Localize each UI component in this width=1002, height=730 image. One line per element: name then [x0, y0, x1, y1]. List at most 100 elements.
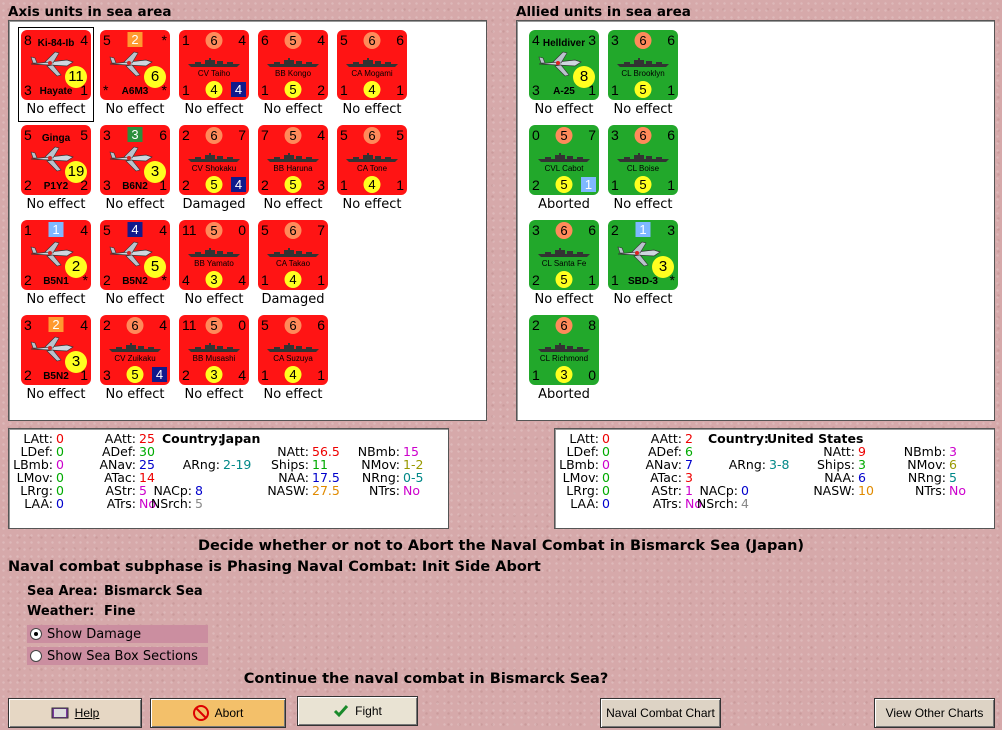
allied-unit-counter-3[interactable]: 3 6 1 6 5 1 CL Boise [608, 125, 678, 195]
stat-label-NACp: NACp: [699, 483, 738, 498]
axis-unit-counter-16[interactable]: 11 0 2 5 3 4 BB Musashi [179, 315, 249, 385]
abort-button[interactable]: Abort [150, 698, 286, 728]
stat-value-ATrs: No [139, 496, 156, 511]
axis-unit-counter-11[interactable]: 5 4 2 4 * B5N2 5 [100, 220, 170, 290]
counter-value: 4 [127, 222, 143, 237]
radio-unselected-icon[interactable] [30, 650, 42, 662]
counter-value: 0 [238, 317, 246, 333]
counter-value: 7 [261, 127, 269, 143]
stat-label-NTrs: NTrs: [914, 483, 946, 498]
stat-label-ATrs: ATrs: [106, 496, 136, 511]
axis-unit-counter-8[interactable]: 7 4 2 5 5 3 BB Haruna [258, 125, 328, 195]
counter-value: 2 [24, 177, 32, 193]
axis-unit-counter-7[interactable]: 2 7 2 6 5 4 CV Shokaku [179, 125, 249, 195]
axis-unit-status-4: No effect [342, 102, 402, 117]
axis-unit-status-11: No effect [105, 292, 165, 307]
counter-value: 5 [80, 127, 88, 143]
stat-label-AStr: AStr: [651, 483, 682, 498]
counter-value: 5 [284, 176, 302, 193]
axis-unit-counter-4[interactable]: 5 6 1 6 4 1 CA Mogami [337, 30, 407, 100]
axis-unit-counter-3[interactable]: 6 4 1 5 5 2 BB Kongo [258, 30, 328, 100]
counter-value: 1 [340, 177, 348, 193]
country-label: Country: [708, 431, 769, 446]
counter-value: 3 [532, 82, 540, 98]
counter-value: 1 [611, 177, 619, 193]
stat-value-AAtt: 2 [685, 431, 693, 446]
radio-selected-icon[interactable] [30, 628, 42, 640]
counter-value: 5 [555, 127, 573, 144]
axis-unit-counter-14[interactable]: 3 4 2 2 1 B5N2 3 [21, 315, 91, 385]
counter-value: 1 [261, 367, 269, 383]
axis-unit-status-5: No effect [26, 197, 86, 212]
counter-value: 6 [634, 32, 652, 49]
counter-value: 4 [317, 127, 325, 143]
stat-value-Ships: 3 [858, 457, 866, 472]
counter-value: 6 [555, 222, 573, 239]
counter-value: 2 [317, 82, 325, 98]
view-other-charts-button[interactable]: View Other Charts [874, 698, 995, 728]
allied-unit-counter-0[interactable]: 4 3 3 1 Helldiver A-25 8 [529, 30, 599, 100]
counter-value: 4 [80, 32, 88, 48]
unit-name: CV Taiho [197, 69, 231, 78]
allied-unit-counter-4[interactable]: 3 6 2 6 5 1 CL Santa Fe [529, 220, 599, 290]
counter-value: 4 [205, 81, 223, 98]
unit-name-bottom: SBD-3 [627, 276, 658, 287]
help-button[interactable]: Help [8, 698, 142, 728]
stat-value-ATac: 3 [685, 470, 693, 485]
counter-value: 6 [205, 32, 223, 49]
counter-value: 1 [611, 82, 619, 98]
allied-unit-counter-6[interactable]: 2 8 1 6 3 0 CL Richmond [529, 315, 599, 385]
axis-unit-counter-12[interactable]: 11 0 4 5 3 4 BB Yamato [179, 220, 249, 290]
show-sea-box-radio[interactable]: Show Sea Box Sections [27, 647, 208, 665]
counter-value: 7 [588, 127, 596, 143]
counter-value: 1 [588, 272, 596, 288]
axis-unit-counter-13[interactable]: 5 7 1 6 4 1 CA Takao [258, 220, 328, 290]
axis-unit-counter-15[interactable]: 2 4 3 6 5 4 CV Zuikaku [100, 315, 170, 385]
axis-unit-counter-17[interactable]: 5 6 1 6 4 1 CA Suzuya [258, 315, 328, 385]
counter-value: 5 [634, 81, 652, 98]
stat-label-LAtt: LAtt: [569, 431, 599, 446]
counter-value: 6 [396, 32, 404, 48]
axis-unit-counter-6[interactable]: 3 6 3 3 1 B6N2 3 [100, 125, 170, 195]
stat-value-ADef: 30 [139, 444, 155, 459]
axis-unit-counter-2[interactable]: 1 4 1 6 4 4 CV Taiho [179, 30, 249, 100]
stat-label-NAA: NAA: [278, 470, 309, 485]
stat-label-NBmb: NBmb: [903, 444, 946, 459]
counter-value: 4 [363, 176, 381, 193]
counter-value: 3 [532, 222, 540, 238]
counter-value: 2 [611, 222, 619, 238]
allied-stats-panel: LAtt: 0 LDef: 0 LBmb: 0 LMov: 0 LRrg: 0 LAA: 0 AAtt:… [554, 428, 995, 529]
axis-unit-status-10: No effect [26, 292, 86, 307]
allied-unit-counter-2[interactable]: 0 7 2 5 5 1 CVL Cabot [529, 125, 599, 195]
counter-value: 6 [126, 317, 144, 334]
axis-unit-counter-1[interactable]: 5 * * 2 * A6M3 6 [100, 30, 170, 100]
ship-silhouette-icon [267, 248, 319, 257]
stat-value-NMov: 1-2 [403, 457, 424, 472]
axis-unit-counter-10[interactable]: 1 4 2 1 * B5N1 2 [21, 220, 91, 290]
counter-value: 3 [103, 177, 111, 193]
axis-unit-counter-9[interactable]: 5 5 1 6 4 1 CA Tone [337, 125, 407, 195]
unit-name: BB Kongo [274, 69, 312, 78]
counter-value: 5 [340, 32, 348, 48]
counter-value: 5 [555, 176, 573, 193]
show-damage-radio[interactable]: Show Damage [27, 625, 208, 643]
allied-unit-counter-5[interactable]: 2 3 1 1 * SBD-3 3 [608, 220, 678, 290]
ship-silhouette-icon [188, 58, 240, 67]
fight-button[interactable]: Fight [297, 696, 418, 726]
axis-unit-counter-0[interactable]: 8 4 3 1 Ki-84-Ib Hayate 11 [21, 30, 91, 100]
allied-unit-status-2: Aborted [538, 197, 590, 212]
stat-value-NBmb: 3 [949, 444, 957, 459]
axis-unit-counter-5[interactable]: 5 5 2 2 Ginga P1Y2 19 [21, 125, 91, 195]
stat-value-NACp: 8 [195, 483, 203, 498]
naval-combat-chart-button[interactable]: Naval Combat Chart [600, 698, 721, 728]
unit-name-bottom: B5N2 [43, 371, 69, 382]
counter-value: 2 [103, 317, 111, 333]
allied-unit-counter-1[interactable]: 3 6 1 6 5 1 CL Brooklyn [608, 30, 678, 100]
stat-value-NAtt: 56.5 [312, 444, 340, 459]
stat-label-LRrg: LRrg: [20, 483, 53, 498]
stat-value-NACp: 0 [741, 483, 749, 498]
ship-silhouette-icon [109, 343, 161, 352]
stat-label-AAtt: AAtt: [104, 431, 136, 446]
unit-name: CV Zuikaku [114, 354, 156, 363]
aircraft-silhouette-icon [30, 241, 74, 267]
